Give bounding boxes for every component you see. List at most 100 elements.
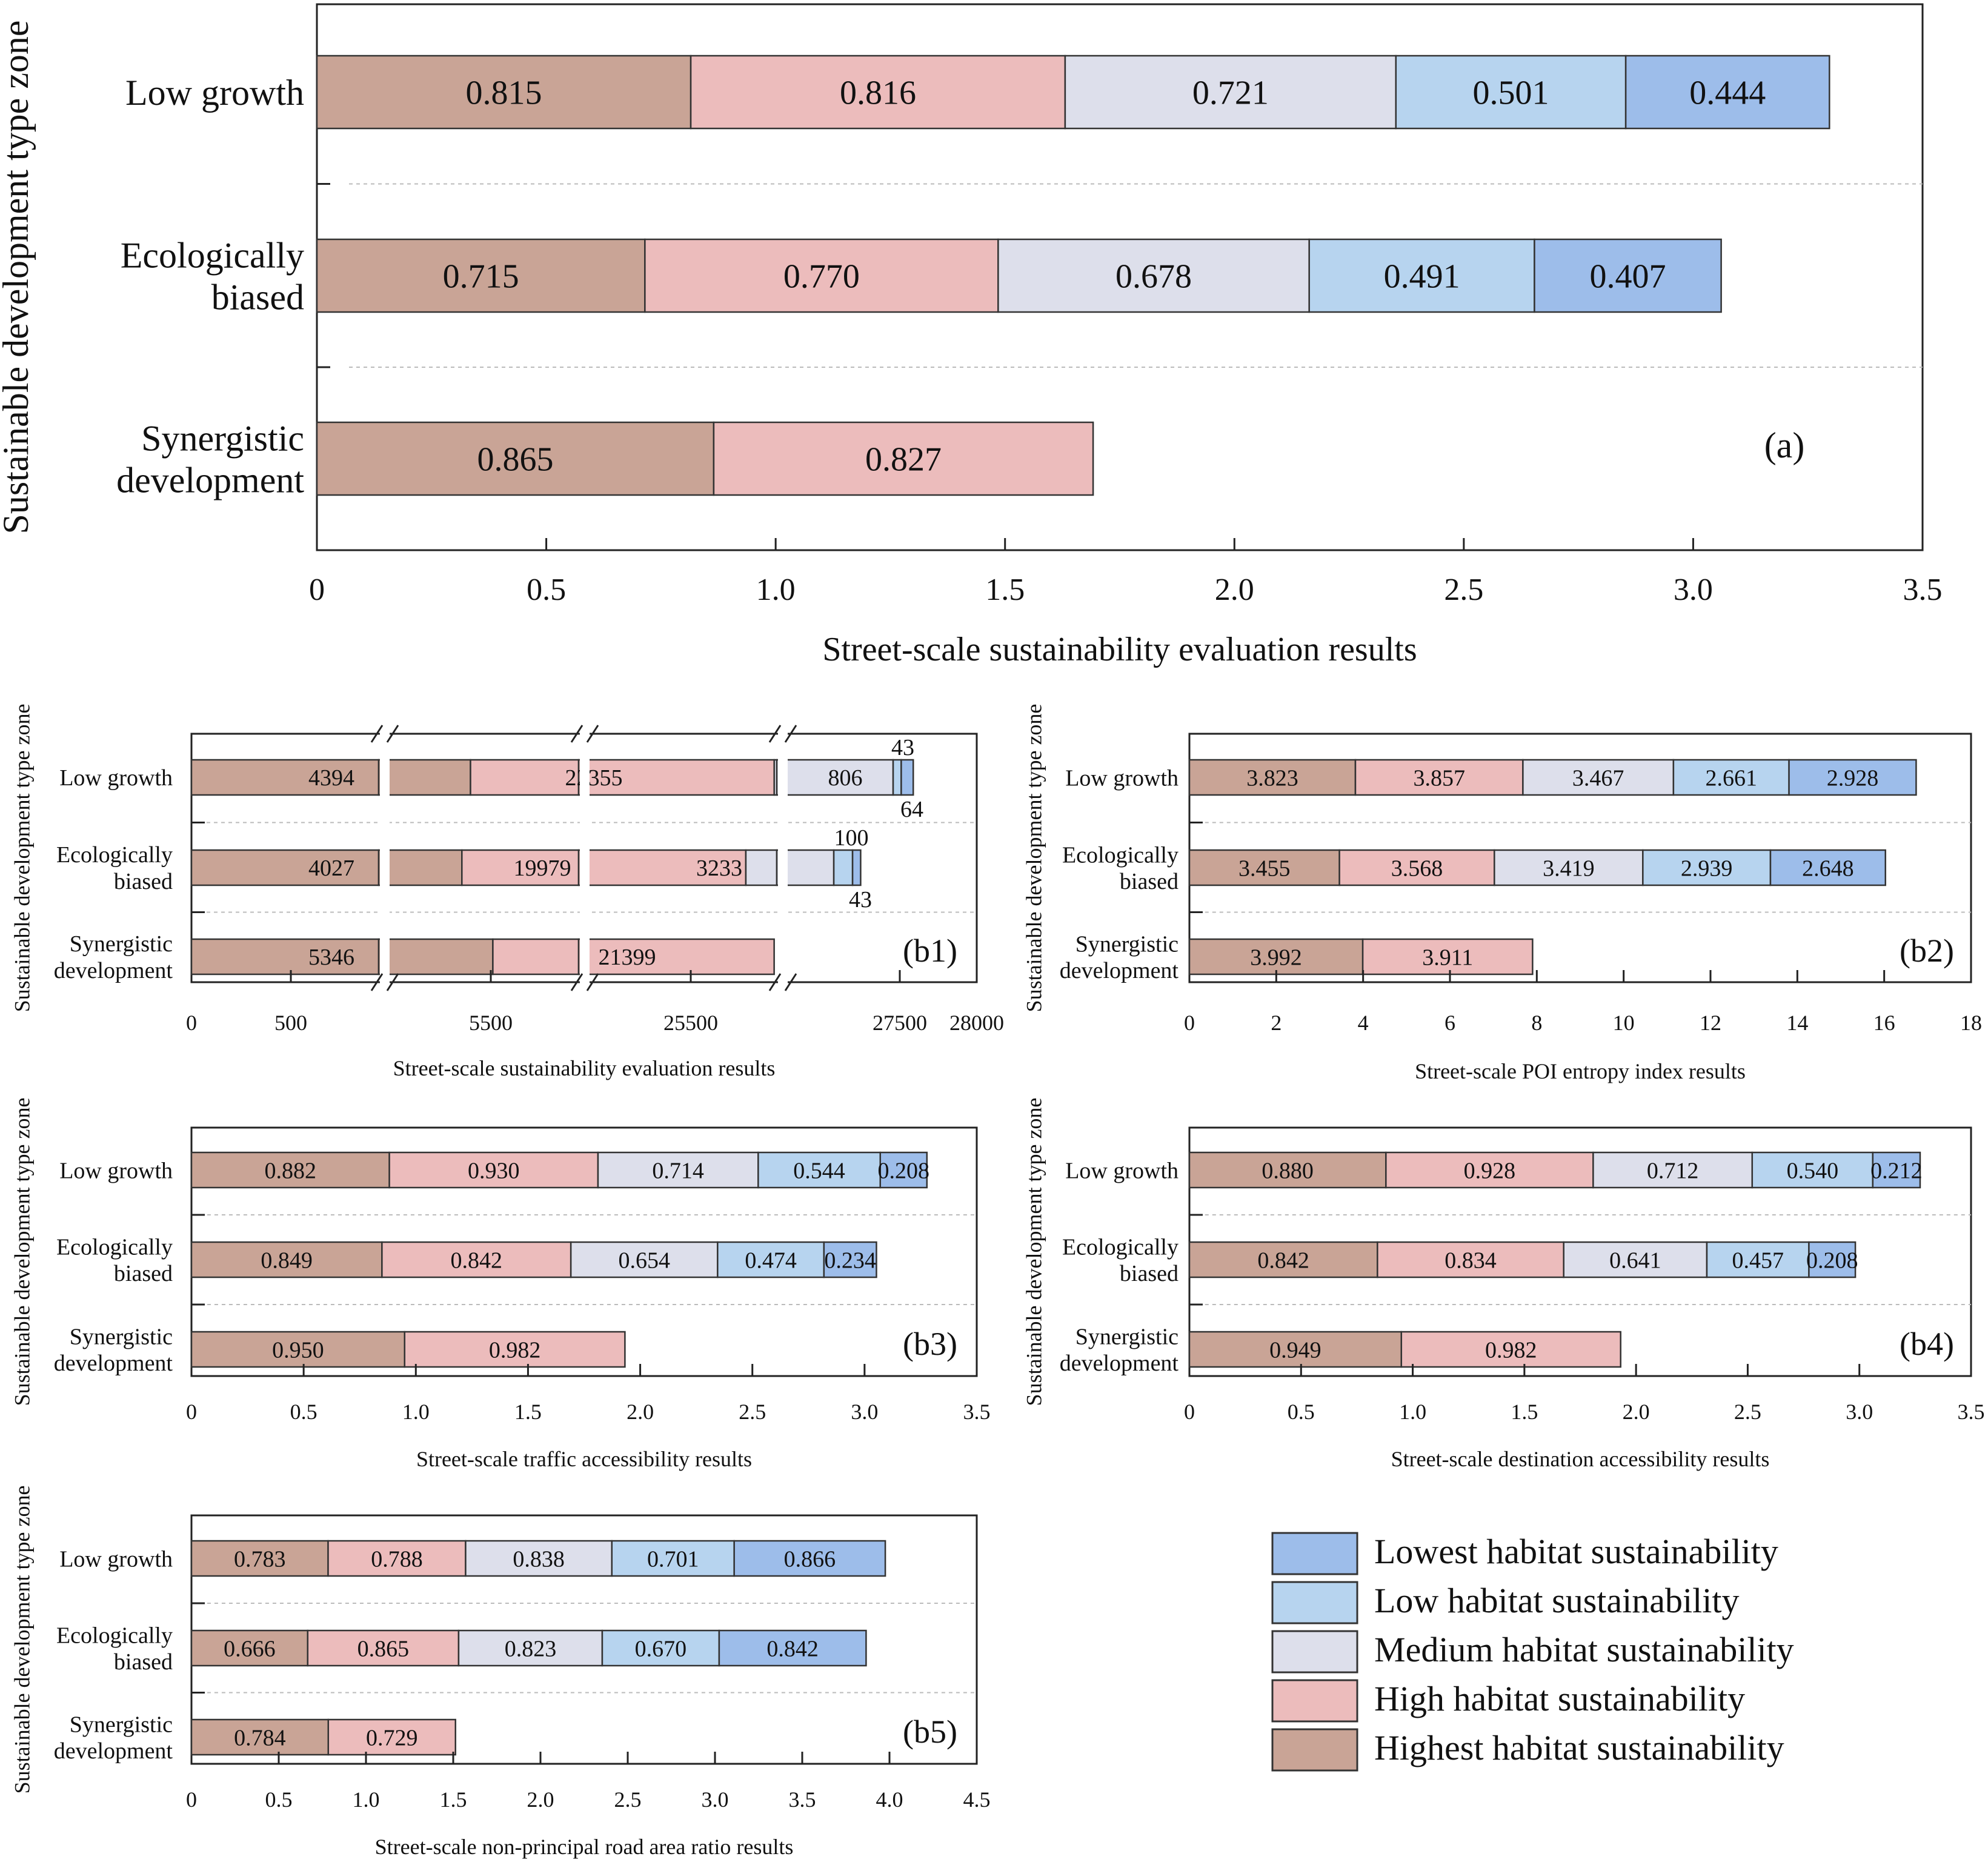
bar-value-label: 0.407 <box>1590 258 1666 296</box>
axis-break-mark <box>386 973 399 991</box>
x-tick-label: 1.0 <box>353 1787 380 1812</box>
bar-segment <box>892 759 902 796</box>
bar-value-label: 64 <box>900 797 923 822</box>
x-tick-label: 3.0 <box>851 1400 878 1424</box>
x-tick-label: 0 <box>309 573 325 607</box>
bar-segment <box>381 1241 572 1278</box>
bar-value-label: 0.815 <box>466 75 542 112</box>
chart-b2: 3.823 3.857 3.467 2.661 2.928 Low growth 3.455… <box>1022 704 1982 1083</box>
axis-break-mark <box>370 973 384 991</box>
chart-b3: 0.882 0.930 0.714 0.544 0.208 Low growth 0.849… <box>10 1098 990 1471</box>
x-tick-label: 14 <box>1786 1011 1808 1035</box>
bar-segment <box>1534 238 1722 313</box>
x-tick-label: 27500 <box>873 1011 927 1035</box>
y-axis-label: Sustainable development type zone <box>1022 704 1046 1012</box>
x-tick-label: 12 <box>1700 1011 1721 1035</box>
x-tick-label: 2.5 <box>739 1400 766 1424</box>
x-tick-label: 2.5 <box>1734 1400 1761 1424</box>
bar-segment <box>377 938 494 976</box>
bar-value-label: 0.949 <box>1269 1337 1321 1363</box>
bar-segment <box>644 238 999 313</box>
bar-value-label: 0.501 <box>1472 75 1549 112</box>
axis-break-gap <box>580 731 590 985</box>
axis-break-mark <box>768 973 782 991</box>
x-tick-label: 2.5 <box>614 1787 642 1812</box>
bar-segment <box>190 849 380 886</box>
bar-segment <box>757 1151 882 1189</box>
bar-segment <box>316 55 692 130</box>
bar-value-label: 0.982 <box>489 1337 541 1363</box>
x-tick-label: 1.5 <box>1511 1400 1538 1424</box>
bar-segment <box>713 421 1094 496</box>
bar-value-label: 0.234 <box>824 1248 876 1273</box>
x-tick-label: 1.5 <box>985 573 1025 607</box>
bar-value-label: 5346 <box>308 945 354 970</box>
x-tick-label: 28000 <box>949 1011 1004 1035</box>
bar-value-label: 0.641 <box>1609 1248 1661 1273</box>
bar-value-label: 3.419 <box>1543 856 1595 881</box>
legend-swatch <box>1271 1630 1358 1674</box>
x-tick-label: 25500 <box>663 1011 718 1035</box>
bar-value-label: 0.715 <box>443 258 519 296</box>
x-tick-label: 5500 <box>469 1011 513 1035</box>
category-label: Synergistic development <box>1060 1324 1179 1376</box>
bar-value-label: 0.457 <box>1732 1248 1784 1273</box>
x-tick-label: 1.5 <box>440 1787 467 1812</box>
bar-value-label: 0.816 <box>840 75 916 112</box>
y-axis-label: Sustainable development type zone <box>10 1098 34 1406</box>
chart-a: 0.815 0.816 0.721 0.501 0.444 Low growth 0.715… <box>0 3 1943 668</box>
category-label: Ecologically biased <box>56 1234 173 1286</box>
bar-segment <box>577 759 775 796</box>
category-label: Low growth <box>59 1158 173 1183</box>
x-tick-label: 1.0 <box>402 1400 430 1424</box>
bar-segment <box>733 1540 886 1577</box>
bar-value-label: 2.939 <box>1681 856 1733 881</box>
bar-segment <box>404 1331 626 1368</box>
axis-break-mark <box>784 973 797 991</box>
bar-value-label: 4394 <box>308 765 354 791</box>
legend-label: Lowest habitat sustainability <box>1374 1532 1778 1571</box>
bar-segment <box>190 1151 390 1189</box>
x-tick-label: 0 <box>186 1400 197 1424</box>
bar-segment <box>190 1718 330 1756</box>
bar-value-label: 2.648 <box>1802 856 1854 881</box>
x-tick-label: 2 <box>1271 1011 1282 1035</box>
x-tick-label: 3.5 <box>963 1400 991 1424</box>
x-tick-label: 18 <box>1960 1011 1982 1035</box>
axis-break-gap <box>380 731 390 985</box>
legend-label: Highest habitat sustainability <box>1374 1728 1784 1767</box>
x-tick-label: 3.0 <box>702 1787 729 1812</box>
bar-value-label: 2.928 <box>1827 765 1879 791</box>
axis-break-mark <box>570 725 583 743</box>
axis-break-gap <box>778 731 788 985</box>
bar-value-label: 0.714 <box>652 1158 704 1183</box>
bar-value-label: 0.544 <box>793 1158 845 1183</box>
bar-value-label: 0.729 <box>366 1725 418 1750</box>
bar-segment <box>1188 1241 1378 1278</box>
x-axis-label: Street-scale traffic accessibility resul… <box>416 1447 752 1471</box>
bar-segment <box>1592 1151 1754 1189</box>
x-tick-label: 2.0 <box>627 1400 654 1424</box>
bar-value-label: 0.880 <box>1262 1158 1314 1183</box>
bar-segment <box>570 1241 719 1278</box>
bar-segment <box>1338 849 1495 886</box>
x-tick-label: 500 <box>274 1011 307 1035</box>
axis-break-mark <box>570 973 583 991</box>
panel-label: (b5) <box>903 1714 957 1750</box>
x-tick-label: 3.5 <box>1958 1400 1985 1424</box>
bar-segment <box>1751 1151 1874 1189</box>
category-label: Low growth <box>59 1546 173 1572</box>
bar-value-label: 100 <box>834 825 869 851</box>
bar-segment <box>577 938 775 976</box>
bar-segment <box>388 1151 599 1189</box>
bar-value-label: 0.842 <box>451 1248 503 1273</box>
bar-value-label: 0.208 <box>1806 1248 1858 1273</box>
bar-segment <box>997 238 1310 313</box>
x-tick-label: 3.0 <box>1846 1400 1873 1424</box>
y-axis-label: Sustainable development type zone <box>1022 1098 1046 1406</box>
bar-segment <box>611 1540 735 1577</box>
axis-break-mark <box>586 725 599 743</box>
bar-segment <box>690 55 1066 130</box>
x-axis-label: Street-scale destination accessibility r… <box>1391 1447 1770 1471</box>
y-axis-label: Sustainable development type zone <box>0 20 36 534</box>
